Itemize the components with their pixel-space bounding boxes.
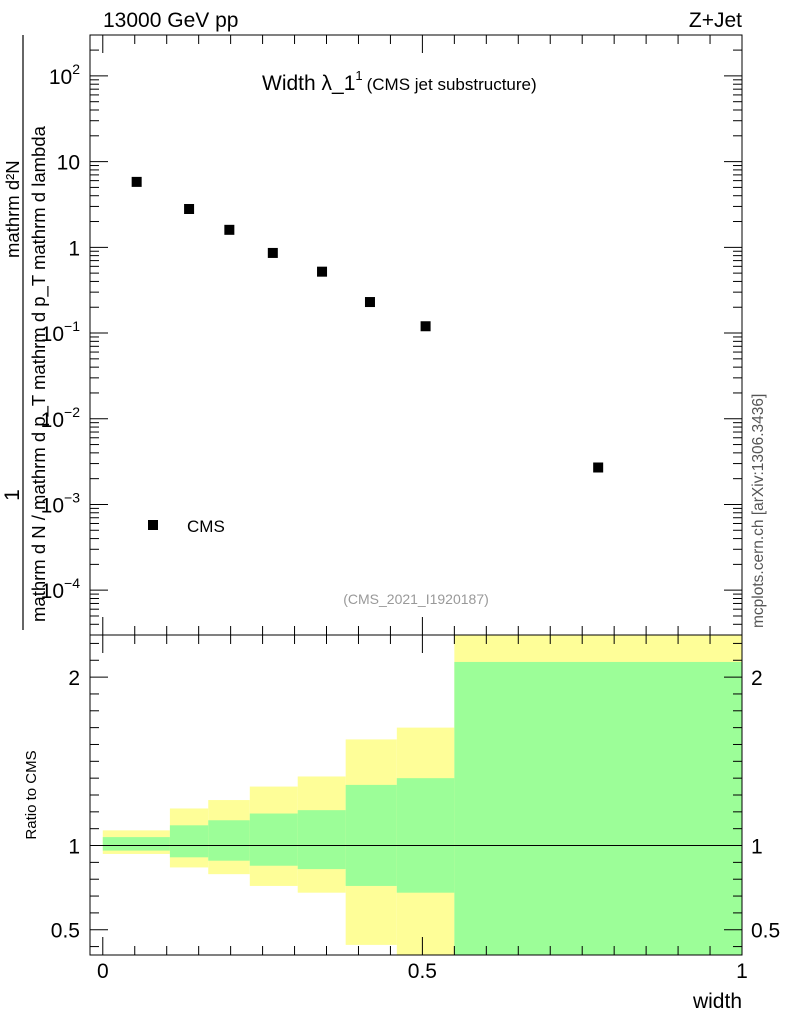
y-label-numerator-dn: mathrm d²N: [2, 160, 23, 258]
legend-marker-cms: [148, 520, 158, 530]
ratio-y-axis-label: Ratio to CMS: [23, 750, 40, 839]
tick-label-exponent: −3: [64, 489, 80, 505]
ratio-y-tick-label: 0.5: [51, 920, 80, 943]
ratio-y-tick-label: 1: [68, 836, 80, 859]
tick-label-exponent: 2: [72, 61, 80, 77]
ratio-y-tick-labels: 2 2 1 1 0.5 0.5: [51, 667, 780, 943]
legend-label-cms: CMS: [187, 517, 225, 536]
main-y-axis-label: 1 mathrm d N / mathrm d p_T mathrm d p_T…: [1, 35, 50, 630]
data-point: [184, 203, 195, 214]
ratio-y-tick-label: 2: [68, 667, 80, 690]
main-y-tick-label: 10−1: [41, 318, 81, 346]
plot-title-subtitle: (CMS jet substructure): [367, 75, 537, 94]
plot-title-superscript: 1: [355, 68, 362, 83]
tick-label-base: 10: [41, 409, 64, 432]
tick-label-exponent: −4: [64, 575, 80, 591]
ratio-uncertainty-bands: [102, 635, 742, 955]
data-point: [317, 266, 328, 277]
main-plot-frame: [89, 34, 743, 636]
main-y-tick-label: 10−2: [41, 404, 81, 432]
ratio-panel: 2 21 10.5 0.5 0 0.5 1 Ratio to CMS width: [23, 634, 780, 1013]
ratio-y-tick-label-right: 0.5: [751, 920, 780, 943]
x-tick-label: 0.5: [408, 960, 437, 983]
energy-label: 13000 GeV pp: [103, 9, 238, 32]
x-tick-label: 0: [97, 960, 109, 983]
ratio-inner-band: [396, 778, 455, 893]
tick-label-base: 10: [41, 494, 64, 517]
ratio-inner-band: [345, 784, 397, 886]
tick-label-base: 1: [68, 237, 80, 260]
tick-label-base: 10: [49, 66, 72, 89]
ratio-inner-band: [454, 661, 742, 955]
plot-title-main: Width λ_1: [262, 72, 355, 95]
tick-label-exponent: −2: [64, 404, 80, 420]
ratio-inner-band: [249, 813, 298, 866]
x-tick-label: 1: [736, 960, 748, 983]
data-point: [364, 297, 375, 308]
tick-label-base: 10: [41, 323, 64, 346]
analysis-label: (CMS_2021_I1920187): [343, 591, 489, 607]
main-y-tick-label: 10−4: [41, 575, 81, 603]
x-axis-label: width: [692, 990, 742, 1013]
ratio-y-tick-label-right: 1: [751, 836, 763, 859]
ratio-y-tick-label-right: 2: [751, 667, 763, 690]
ratio-inner-band: [102, 837, 170, 851]
main-axis-ticks: [90, 34, 743, 636]
main-y-tick-label: 10: [57, 152, 80, 175]
data-point: [267, 247, 278, 258]
main-y-tick-label: 102: [49, 61, 80, 89]
data-point: [224, 224, 235, 235]
data-point: [420, 321, 431, 332]
tick-label-base: 10: [41, 580, 64, 603]
main-y-tick-label: 1: [68, 237, 80, 260]
y-label-numerator-one: 1: [1, 489, 24, 501]
ratio-axis-ticks: [90, 635, 743, 955]
data-point: [593, 462, 604, 473]
tick-label-exponent: −1: [64, 318, 80, 334]
ratio-inner-band: [169, 825, 209, 858]
y-label-denominator: mathrm d N / mathrm d p_T mathrm d p_T m…: [28, 125, 50, 622]
process-label: Z+Jet: [689, 9, 742, 32]
tick-label-base: 10: [57, 152, 80, 175]
main-y-tick-label: 10−3: [41, 489, 81, 517]
mcplots-credit: mcplots.cern.ch [arXiv:1306.3436]: [750, 394, 767, 628]
plot-title: Width λ_11 (CMS jet substructure): [262, 68, 537, 95]
data-point: [131, 176, 142, 187]
ratio-inner-band: [208, 820, 250, 861]
cms-data-points: [131, 176, 604, 473]
x-tick-labels: 0 0.5 1: [97, 960, 748, 983]
ratio-inner-band: [297, 810, 346, 870]
